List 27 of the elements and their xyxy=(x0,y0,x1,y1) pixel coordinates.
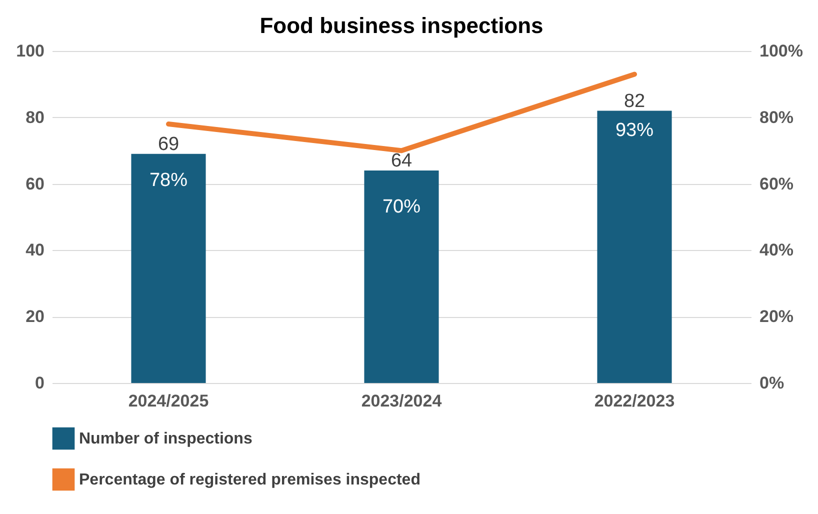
y2-tick-label: 80% xyxy=(760,108,794,127)
y-tick-label: 60 xyxy=(26,174,44,194)
y2-tick-label: 60% xyxy=(760,174,794,194)
legend-label: Number of inspections xyxy=(79,430,252,448)
y-tick-label: 100 xyxy=(16,42,44,60)
data-label: 78% xyxy=(149,170,188,192)
data-label: 82 xyxy=(624,90,646,112)
data-label: 70% xyxy=(382,196,421,218)
bar xyxy=(131,154,206,383)
data-label: 93% xyxy=(615,120,654,142)
x-tick-label: 2023/2024 xyxy=(361,392,442,410)
y-tick-label: 0 xyxy=(35,374,44,392)
y-tick-label: 80 xyxy=(26,108,44,127)
legend-label: Percentage of registered premises inspected xyxy=(79,472,420,488)
y2-tick-label: 20% xyxy=(760,307,794,326)
chart-title: Food business inspections xyxy=(260,13,544,38)
y2-tick-label: 0% xyxy=(760,374,784,392)
bar xyxy=(364,170,439,383)
data-label: 69 xyxy=(158,134,180,155)
y2-tick-label: 40% xyxy=(760,240,794,260)
x-tick-label: 2022/2023 xyxy=(594,392,675,410)
y-tick-label: 40 xyxy=(26,240,44,260)
y-tick-label: 20 xyxy=(26,307,44,326)
data-label: 64 xyxy=(390,150,412,172)
bar xyxy=(597,110,672,383)
y2-tick-label: 100% xyxy=(760,42,803,60)
x-tick-label: 2024/2025 xyxy=(128,392,209,410)
